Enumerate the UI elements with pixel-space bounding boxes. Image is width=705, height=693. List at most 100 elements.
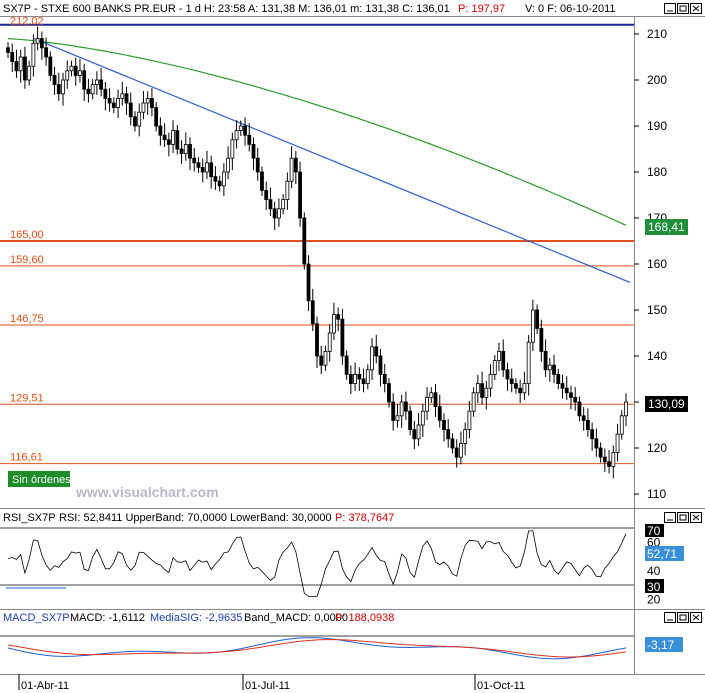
candle-body — [598, 447, 603, 458]
macd-value: MACD: -1,6112 — [70, 612, 145, 624]
candle-body — [124, 93, 129, 104]
maximize-icon — [679, 514, 687, 521]
candle-body — [357, 373, 362, 380]
rsi-line[interactable] — [7, 530, 627, 597]
candle-body — [480, 383, 484, 398]
candle-body — [230, 139, 235, 159]
candle-body — [403, 401, 408, 412]
candle-body — [39, 38, 44, 49]
candle-body — [158, 125, 163, 136]
moving-average-line[interactable] — [7, 38, 627, 226]
candle-body — [48, 56, 53, 76]
candle-body — [52, 75, 57, 86]
macd-minimize-button[interactable] — [664, 612, 676, 623]
candle-body — [530, 309, 535, 343]
macd-line[interactable] — [7, 637, 627, 660]
y-tick-label: 190 — [647, 119, 667, 133]
candle-body — [14, 61, 19, 72]
candle-body — [128, 102, 133, 118]
candle-body — [586, 419, 590, 430]
candle-body — [429, 392, 434, 398]
candle-body — [370, 346, 374, 371]
rsi-value-label: 52,71 — [647, 547, 677, 561]
main-window-controls — [664, 3, 702, 14]
candle-body — [446, 429, 451, 440]
candle-body — [556, 373, 561, 384]
candle-body — [492, 360, 497, 375]
macd-signal-line[interactable] — [7, 639, 627, 658]
level-label: 159,60 — [10, 254, 44, 266]
maximize-button[interactable] — [677, 3, 689, 14]
trendline-line[interactable] — [33, 38, 631, 283]
candle-body — [61, 79, 65, 95]
y-tick-label: 140 — [647, 349, 667, 363]
watermark: www.visualchart.com — [75, 484, 219, 500]
candle-body — [365, 369, 370, 384]
candle-body — [395, 415, 400, 421]
minimize-button[interactable] — [664, 3, 676, 14]
candle-body — [348, 373, 353, 384]
price-value-badge — [645, 396, 688, 412]
candle-body — [547, 364, 552, 371]
moving-average-series — [7, 38, 627, 226]
candle-body — [281, 199, 286, 210]
candle-body — [238, 125, 243, 131]
macd-maximize-button[interactable] — [677, 612, 689, 623]
candle-body — [175, 130, 180, 150]
candle-body — [213, 176, 218, 182]
rsi-lower-badge — [645, 579, 664, 593]
close-icon — [692, 514, 700, 521]
macd-value-badge — [645, 637, 683, 652]
candle-body — [416, 424, 421, 440]
candle-body — [475, 383, 480, 394]
rsi-minimize-button[interactable] — [664, 512, 676, 523]
y-tick-label: 150 — [647, 303, 667, 317]
candle-body — [624, 401, 628, 417]
x-tick-label: 01-Jul-11 — [245, 680, 290, 692]
rsi-tick-label: 20 — [647, 592, 661, 606]
candle-body — [518, 387, 523, 394]
ma-value-badge — [645, 219, 688, 235]
candle-body — [137, 111, 142, 127]
level-label: 165,00 — [10, 229, 44, 241]
level-label: 116,61 — [10, 452, 43, 464]
candle-body — [467, 410, 472, 431]
candle-body — [619, 415, 624, 435]
candle-body — [577, 401, 582, 417]
candle-body — [514, 383, 518, 389]
maximize-icon — [679, 5, 687, 12]
candle-body — [120, 93, 125, 99]
candle-body — [107, 98, 112, 104]
candle-body — [192, 157, 197, 164]
candle-body — [205, 162, 209, 173]
candle-body — [35, 38, 40, 44]
candle-body — [387, 383, 391, 403]
candle-body — [581, 415, 586, 421]
candle-body — [171, 130, 175, 145]
rsi-points: P: 378,7647 — [335, 512, 394, 524]
orders-badge[interactable] — [8, 471, 70, 487]
candle-body — [196, 162, 201, 168]
candle-body — [319, 355, 324, 366]
candle-body — [27, 65, 32, 81]
orders-badge-label: Sin órdenes — [12, 474, 71, 486]
candle-body — [141, 102, 146, 113]
rsi-lower-label: 30 — [647, 580, 661, 594]
candle-body — [522, 383, 527, 394]
y-tick-label: 160 — [647, 257, 667, 271]
candle-body — [293, 157, 298, 173]
candle-body — [378, 355, 383, 375]
candle-body — [573, 396, 578, 403]
candle-body — [221, 171, 226, 187]
y-tick-label: 200 — [647, 73, 667, 87]
rsi-maximize-button[interactable] — [677, 512, 689, 523]
x-tick-label: 01-Abr-11 — [21, 680, 69, 692]
candle-body — [488, 373, 493, 389]
macd-band: Band_MACD: 0,0000 — [244, 612, 348, 624]
candle-body — [323, 350, 328, 366]
candle-body — [56, 84, 61, 95]
maximize-icon — [679, 614, 687, 621]
macd-title: MACD_SX7P — [3, 612, 70, 624]
candlestick-series — [6, 26, 628, 479]
